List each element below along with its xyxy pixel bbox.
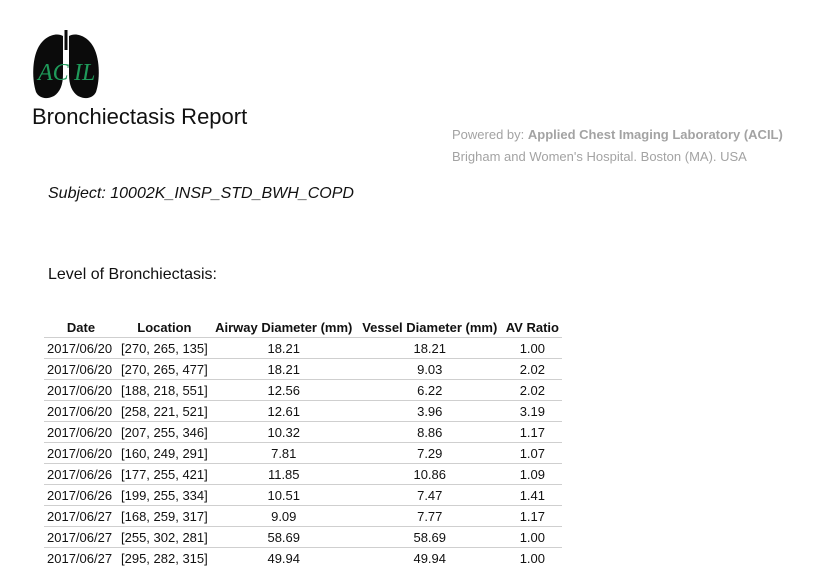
table-row: 2017/06/27 [295, 282, 315] 49.94 49.94 1… xyxy=(44,547,562,568)
cell-vessel-diameter: 10.86 xyxy=(356,463,503,485)
cell-location: [295, 282, 315] xyxy=(118,547,211,568)
cell-airway-diameter: 10.32 xyxy=(210,421,357,443)
cell-av-ratio: 1.07 xyxy=(502,442,562,464)
cell-airway-diameter: 7.81 xyxy=(210,442,357,464)
cell-vessel-diameter: 7.77 xyxy=(356,505,503,527)
cell-airway-diameter: 18.21 xyxy=(210,337,357,359)
cell-av-ratio: 2.02 xyxy=(502,358,562,380)
cell-location: [270, 265, 135] xyxy=(118,337,211,359)
report-title: Bronchiectasis Report xyxy=(32,104,248,129)
column-header-av-ratio: AV Ratio xyxy=(505,319,559,335)
cell-date: 2017/06/27 xyxy=(44,526,118,548)
cell-location: [199, 255, 334] xyxy=(118,484,211,506)
column-header-airway-diameter: Airway Diameter (mm) xyxy=(215,319,353,335)
cell-vessel-diameter: 3.96 xyxy=(356,400,503,422)
cell-av-ratio: 1.17 xyxy=(502,421,562,443)
cell-av-ratio: 1.00 xyxy=(502,526,562,548)
cell-date: 2017/06/27 xyxy=(44,547,118,568)
powered-by-prefix: Powered by: xyxy=(452,127,528,142)
cell-av-ratio: 1.00 xyxy=(502,547,562,568)
cell-location: [160, 249, 291] xyxy=(118,442,211,464)
powered-by-block: Powered by: Applied Chest Imaging Labora… xyxy=(452,124,783,168)
cell-airway-diameter: 11.85 xyxy=(210,463,357,485)
cell-airway-diameter: 10.51 xyxy=(210,484,357,506)
cell-av-ratio: 2.02 xyxy=(502,379,562,401)
cell-location: [207, 255, 346] xyxy=(118,421,211,443)
cell-location: [177, 255, 421] xyxy=(118,463,211,485)
lungs-logo-icon: AC IL xyxy=(33,30,99,99)
cell-location: [168, 259, 317] xyxy=(118,505,211,527)
cell-av-ratio: 3.19 xyxy=(502,400,562,422)
cell-date: 2017/06/20 xyxy=(44,400,118,422)
cell-date: 2017/06/20 xyxy=(44,379,118,401)
column-header-date: Date xyxy=(66,319,96,335)
cell-vessel-diameter: 7.29 xyxy=(356,442,503,464)
cell-av-ratio: 1.00 xyxy=(502,337,562,359)
table-row: 2017/06/20 [258, 221, 521] 12.61 3.96 3.… xyxy=(44,400,562,422)
cell-location: [270, 265, 477] xyxy=(118,358,211,380)
table-row: 2017/06/20 [270, 265, 135] 18.21 18.21 1… xyxy=(44,337,562,359)
cell-av-ratio: 1.09 xyxy=(502,463,562,485)
cell-airway-diameter: 49.94 xyxy=(210,547,357,568)
bronchiectasis-table: Date Location Airway Diameter (mm) Vesse… xyxy=(44,317,562,568)
cell-vessel-diameter: 6.22 xyxy=(356,379,503,401)
cell-av-ratio: 1.17 xyxy=(502,505,562,527)
svg-text:IL: IL xyxy=(73,60,95,86)
table-row: 2017/06/20 [270, 265, 477] 18.21 9.03 2.… xyxy=(44,358,562,380)
cell-vessel-diameter: 18.21 xyxy=(356,337,503,359)
table-row: 2017/06/27 [168, 259, 317] 9.09 7.77 1.1… xyxy=(44,505,562,527)
table-row: 2017/06/27 [255, 302, 281] 58.69 58.69 1… xyxy=(44,526,562,548)
cell-date: 2017/06/26 xyxy=(44,484,118,506)
cell-airway-diameter: 58.69 xyxy=(210,526,357,548)
cell-airway-diameter: 9.09 xyxy=(210,505,357,527)
cell-date: 2017/06/20 xyxy=(44,337,118,359)
cell-date: 2017/06/20 xyxy=(44,421,118,443)
cell-date: 2017/06/26 xyxy=(44,463,118,485)
cell-airway-diameter: 18.21 xyxy=(210,358,357,380)
subject-line: Subject: 10002K_INSP_STD_BWH_COPD xyxy=(48,185,354,202)
cell-vessel-diameter: 9.03 xyxy=(356,358,503,380)
cell-date: 2017/06/20 xyxy=(44,442,118,464)
cell-vessel-diameter: 49.94 xyxy=(356,547,503,568)
cell-date: 2017/06/20 xyxy=(44,358,118,380)
column-header-vessel-diameter: Vessel Diameter (mm) xyxy=(362,319,498,335)
table-header-row: Date Location Airway Diameter (mm) Vesse… xyxy=(44,317,562,338)
svg-text:AC: AC xyxy=(36,60,70,86)
cell-vessel-diameter: 7.47 xyxy=(356,484,503,506)
cell-airway-diameter: 12.61 xyxy=(210,400,357,422)
table-row: 2017/06/20 [188, 218, 551] 12.56 6.22 2.… xyxy=(44,379,562,401)
cell-airway-diameter: 12.56 xyxy=(210,379,357,401)
table-row: 2017/06/26 [177, 255, 421] 11.85 10.86 1… xyxy=(44,463,562,485)
cell-location: [255, 302, 281] xyxy=(118,526,211,548)
acil-logo: AC IL xyxy=(30,30,102,100)
level-heading: Level of Bronchiectasis: xyxy=(48,266,217,283)
powered-by-org: Applied Chest Imaging Laboratory (ACIL) xyxy=(527,127,783,142)
table-body: 2017/06/20 [270, 265, 135] 18.21 18.21 1… xyxy=(44,337,562,568)
cell-location: [258, 221, 521] xyxy=(118,400,211,422)
table-row: 2017/06/20 [160, 249, 291] 7.81 7.29 1.0… xyxy=(44,442,562,464)
table-row: 2017/06/26 [199, 255, 334] 10.51 7.47 1.… xyxy=(44,484,562,506)
column-header-location: Location xyxy=(137,319,192,335)
cell-date: 2017/06/27 xyxy=(44,505,118,527)
powered-by-line: Powered by: Applied Chest Imaging Labora… xyxy=(452,124,783,146)
cell-vessel-diameter: 8.86 xyxy=(356,421,503,443)
institution-line: Brigham and Women's Hospital. Boston (MA… xyxy=(452,149,747,164)
cell-location: [188, 218, 551] xyxy=(118,379,211,401)
table-row: 2017/06/20 [207, 255, 346] 10.32 8.86 1.… xyxy=(44,421,562,443)
cell-vessel-diameter: 58.69 xyxy=(356,526,503,548)
cell-av-ratio: 1.41 xyxy=(502,484,562,506)
